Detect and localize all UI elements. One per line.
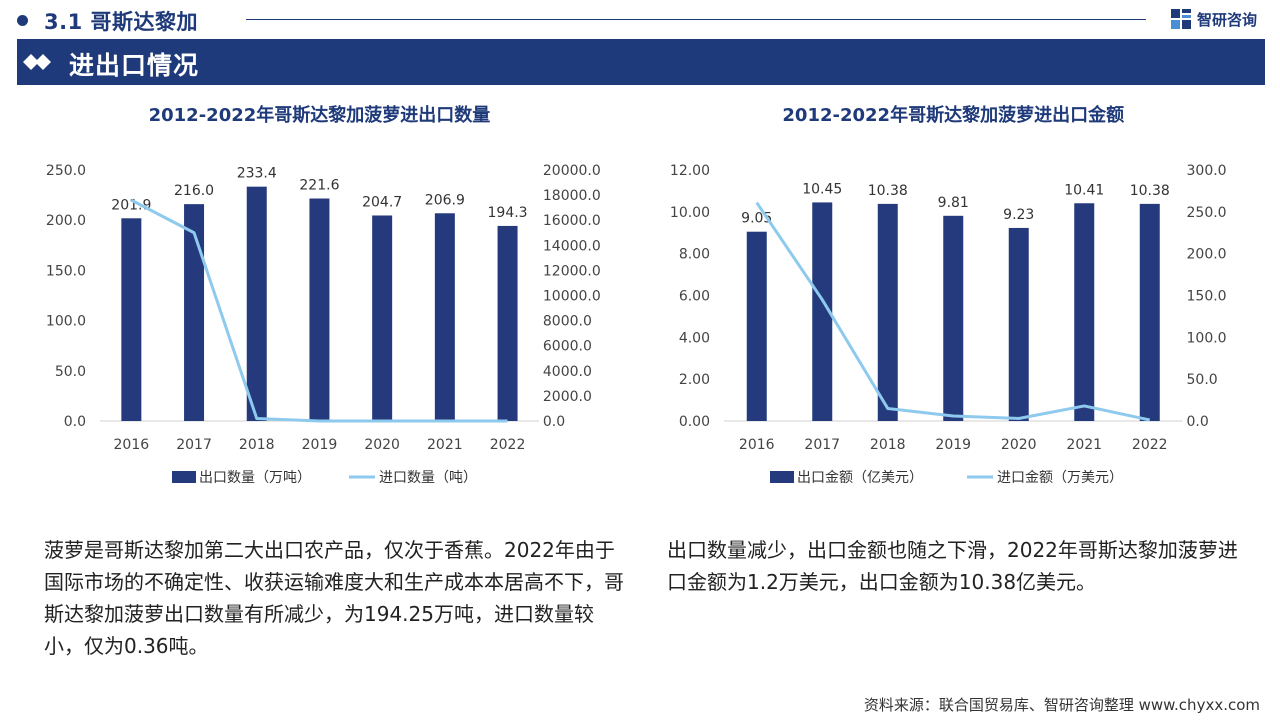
- y-right-tick-label: 0.0: [543, 414, 565, 430]
- bar-data-label: 9.23: [1003, 207, 1034, 223]
- brand-logo: 智研咨询: [1170, 8, 1257, 30]
- data-source-note: 资料来源：联合国贸易库、智研咨询整理 www.chyxx.com: [863, 696, 1260, 714]
- y-right-tick-label: 100.0: [1187, 330, 1227, 346]
- bar-data-label: 216.0: [174, 183, 214, 199]
- y-right-tick-label: 50.0: [1187, 372, 1218, 388]
- y-right-tick-label: 2000.0: [543, 389, 592, 405]
- legend-bar-label: 出口数量（万吨）: [199, 470, 311, 486]
- bar-data-label: 233.4: [237, 166, 277, 182]
- bar: [812, 202, 833, 421]
- y-right-tick-label: 250.0: [1187, 205, 1227, 221]
- bar: [434, 213, 455, 421]
- x-tick-label: 2020: [364, 437, 400, 453]
- legend-line-label: 进口金额（万美元）: [997, 470, 1123, 486]
- y-right-tick-label: 4000.0: [543, 364, 592, 380]
- bar: [372, 215, 393, 421]
- y-left-tick-label: 200.0: [46, 213, 86, 229]
- x-tick-label: 2020: [1001, 437, 1037, 453]
- bar-data-label: 10.41: [1064, 182, 1104, 198]
- bar-data-label: 10.38: [868, 183, 908, 199]
- y-right-tick-label: 150.0: [1187, 289, 1227, 305]
- bar-data-label: 206.9: [425, 192, 465, 208]
- line-series: [130, 198, 508, 423]
- y-right-tick-label: 6000.0: [543, 339, 592, 355]
- bar: [943, 215, 964, 421]
- legend-line-label: 进口数量（吨）: [379, 470, 477, 486]
- analysis-paragraph-right: 出口数量减少，出口金额也随之下滑，2022年哥斯达黎加菠萝进口金额为1.2万美元…: [667, 538, 1238, 594]
- y-left-tick-label: 2.00: [679, 372, 710, 388]
- y-left-tick-label: 4.00: [679, 330, 710, 346]
- legend-bar-label: 出口金额（亿美元）: [797, 470, 923, 486]
- bar: [1074, 203, 1095, 421]
- bar-data-label: 201.9: [111, 197, 151, 213]
- bar-data-label: 221.6: [299, 178, 339, 194]
- section-title: 3.1 哥斯达黎加: [44, 10, 199, 34]
- y-left-tick-label: 8.00: [679, 247, 710, 263]
- y-left-tick-label: 0.0: [64, 414, 86, 430]
- y-left-tick-label: 100.0: [46, 314, 86, 330]
- y-right-tick-label: 10000.0: [543, 289, 601, 305]
- bar: [246, 186, 267, 421]
- x-tick-label: 2018: [239, 437, 275, 453]
- brand-name: 智研咨询: [1197, 10, 1258, 29]
- x-tick-label: 2016: [739, 437, 775, 453]
- y-right-tick-label: 14000.0: [543, 238, 601, 254]
- bar-data-label: 10.38: [1130, 183, 1170, 199]
- x-tick-label: 2016: [114, 437, 150, 453]
- top-bar: 3.1 哥斯达黎加 智研咨询: [0, 0, 1280, 40]
- chart-title: 2012-2022年哥斯达黎加菠萝进出口数量: [149, 104, 491, 126]
- y-left-tick-label: 10.00: [670, 205, 710, 221]
- y-left-tick-label: 50.0: [55, 364, 86, 380]
- bar: [184, 204, 205, 421]
- x-tick-label: 2017: [804, 437, 840, 453]
- x-tick-label: 2021: [1066, 437, 1102, 453]
- bar: [121, 218, 142, 421]
- bar-data-label: 10.45: [802, 181, 842, 197]
- bar: [746, 231, 767, 421]
- y-left-tick-label: 250.0: [46, 163, 86, 179]
- legend-bar-swatch: [770, 471, 794, 483]
- y-right-tick-label: 16000.0: [543, 213, 601, 229]
- y-left-tick-label: 0.00: [679, 414, 710, 430]
- bar: [497, 225, 518, 421]
- bar-data-label: 9.81: [938, 195, 969, 211]
- y-left-tick-label: 150.0: [46, 263, 86, 279]
- legend-bar-swatch: [172, 471, 196, 483]
- diamond-icon: [23, 54, 51, 70]
- page-banner: 进出口情况: [17, 39, 1265, 85]
- x-tick-label: 2018: [870, 437, 906, 453]
- brand-logo-icon: [1171, 9, 1191, 29]
- bar: [309, 198, 330, 421]
- analysis-paragraph-left: 菠萝是哥斯达黎加第二大出口农产品，仅次于香蕉。2022年由于国际市场的不确定性、…: [44, 538, 624, 658]
- bar-data-label: 194.3: [488, 205, 528, 221]
- import-export-quantity-chart: 2012-2022年哥斯达黎加菠萝进出口数量 0.0 50.0 100.0 150.0 2…: [46, 104, 601, 486]
- y-right-tick-label: 20000.0: [543, 163, 601, 179]
- page-title: 进出口情况: [69, 51, 200, 80]
- y-left-tick-label: 6.00: [679, 289, 710, 305]
- bar: [1008, 227, 1029, 421]
- y-right-tick-label: 12000.0: [543, 263, 601, 279]
- y-right-tick-label: 18000.0: [543, 188, 601, 204]
- chart-title: 2012-2022年哥斯达黎加菠萝进出口金额: [782, 104, 1124, 126]
- bar: [877, 203, 898, 421]
- y-right-tick-label: 200.0: [1187, 247, 1227, 263]
- line-series: [755, 201, 1151, 422]
- x-tick-label: 2019: [935, 437, 971, 453]
- x-tick-label: 2022: [1132, 437, 1168, 453]
- x-tick-label: 2017: [176, 437, 212, 453]
- x-tick-label: 2019: [302, 437, 338, 453]
- bar-data-label: 204.7: [362, 194, 402, 210]
- y-right-tick-label: 8000.0: [543, 314, 592, 330]
- x-tick-label: 2022: [490, 437, 526, 453]
- bullet-dot-icon: [17, 15, 28, 26]
- y-right-tick-label: 300.0: [1187, 163, 1227, 179]
- y-left-tick-label: 12.00: [670, 163, 710, 179]
- x-tick-label: 2021: [427, 437, 463, 453]
- bar: [1139, 203, 1160, 421]
- header-divider: [246, 19, 1146, 20]
- y-right-tick-label: 0.0: [1187, 414, 1209, 430]
- import-export-value-chart: 2012-2022年哥斯达黎加菠萝进出口金额 0.00 2.00 4.00 6.00 8.…: [670, 104, 1227, 486]
